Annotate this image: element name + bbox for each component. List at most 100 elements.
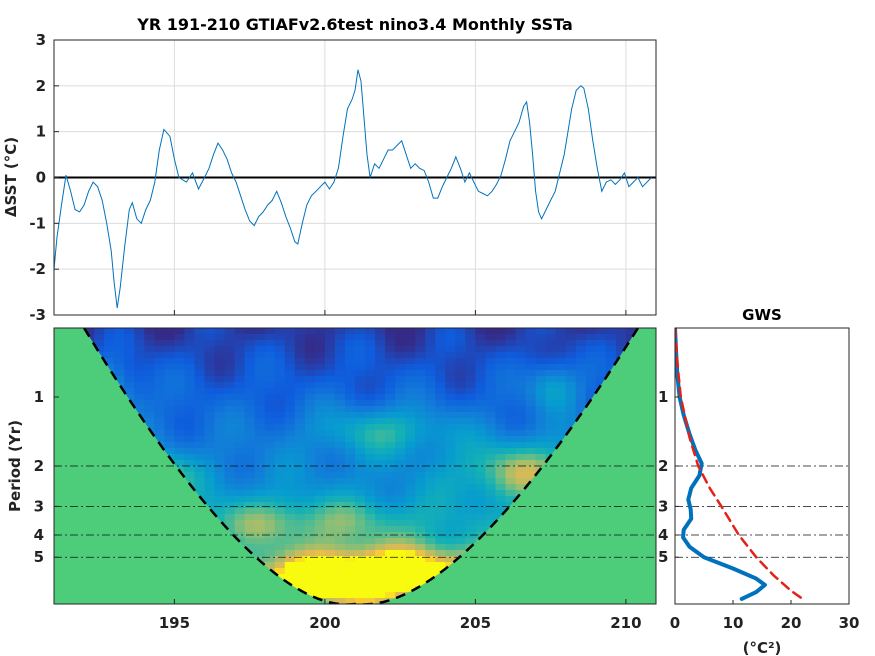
wavelet-cell [154, 400, 165, 407]
wavelet-cell [104, 328, 115, 335]
wavelet-cell [515, 436, 527, 443]
wavelet-cell [375, 568, 386, 575]
wavelet-cell [344, 472, 356, 479]
wavelet-cell [395, 412, 406, 419]
wavelet-cell [214, 418, 226, 425]
wavelet-cell [344, 580, 356, 587]
wavelet-cell [465, 430, 476, 437]
wavelet-cell [365, 430, 376, 437]
wavelet-cell [395, 370, 406, 377]
wavelet-cell [304, 346, 316, 353]
wavelet-cell [395, 358, 406, 365]
wavelet-cell [124, 340, 135, 347]
wavelet-cell [334, 484, 346, 491]
wavelet-cell [344, 574, 356, 581]
wavelet-cell [445, 358, 456, 365]
wavelet-cell [555, 400, 567, 407]
wavelet-cell [495, 454, 507, 461]
wavelet-cell [535, 382, 547, 389]
wavelet-cell [355, 544, 366, 551]
wavelet-cell [314, 370, 326, 377]
wavelet-cell [134, 388, 145, 395]
wavelet-cell [495, 400, 507, 407]
wavelet-cell [415, 346, 426, 353]
wavelet-cell [134, 406, 145, 413]
wavelet-cell [465, 382, 476, 389]
wavelet-cell [435, 346, 446, 353]
wavelet-cell [144, 394, 155, 401]
wavelet-cell [334, 478, 346, 485]
wavelet-cell [455, 418, 466, 425]
wavelet-y-tick-label: 3 [34, 497, 44, 515]
wavelet-cell [475, 532, 487, 539]
wavelet-cell [485, 514, 497, 521]
wavelet-cell [395, 436, 406, 443]
wavelet-cell [485, 328, 497, 335]
wavelet-cell [445, 472, 456, 479]
wavelet-cell [425, 436, 436, 443]
wavelet-cell [314, 406, 326, 413]
wavelet-cell [405, 544, 416, 551]
wavelet-cell [475, 496, 487, 503]
wavelet-cell [234, 328, 246, 335]
wavelet-cell [274, 490, 286, 497]
wavelet-cell [505, 382, 517, 389]
wavelet-cell [334, 370, 346, 377]
wavelet-cell [334, 508, 346, 515]
wavelet-cell [595, 364, 607, 371]
wavelet-cell [385, 364, 396, 371]
wavelet-cell [174, 334, 186, 341]
wavelet-cell [284, 514, 296, 521]
wavelet-cell [375, 574, 386, 581]
wavelet-cell [334, 352, 346, 359]
wavelet-cell [445, 376, 456, 383]
wavelet-cell [294, 562, 306, 569]
wavelet-cell [445, 334, 456, 341]
wavelet-cell [214, 364, 226, 371]
wavelet-cell [385, 352, 396, 359]
wavelet-cell [224, 442, 236, 449]
wavelet-cell [375, 430, 386, 437]
wavelet-cell [455, 406, 466, 413]
wavelet-cell [475, 340, 487, 347]
wavelet-cell [415, 574, 426, 581]
wavelet-cell [395, 574, 406, 581]
wavelet-cell [355, 370, 366, 377]
wavelet-cell [355, 328, 366, 335]
wavelet-cell [565, 406, 577, 413]
wavelet-cell [274, 418, 286, 425]
wavelet-cell [274, 556, 286, 563]
wavelet-cell [324, 502, 336, 509]
wavelet-cell [134, 340, 145, 347]
wavelet-cell [485, 370, 497, 377]
wavelet-cell [575, 388, 587, 395]
wavelet-cell [224, 334, 236, 341]
wavelet-cell [365, 454, 376, 461]
wavelet-cell [435, 352, 446, 359]
wavelet-cell [525, 424, 537, 431]
wavelet-cell [365, 514, 376, 521]
wavelet-cell [435, 538, 446, 545]
wavelet-cell [154, 382, 165, 389]
wavelet-cell [284, 556, 296, 563]
wavelet-cell [515, 394, 527, 401]
wavelet-cell [535, 340, 547, 347]
wavelet-cell [445, 508, 456, 515]
wavelet-cell [304, 370, 316, 377]
wavelet-cell [525, 412, 537, 419]
wavelet-cell [214, 478, 226, 485]
wavelet-cell [234, 358, 246, 365]
wavelet-cell [264, 442, 276, 449]
wavelet-cell [505, 400, 517, 407]
wavelet-cell [545, 358, 557, 365]
wavelet-cell [284, 472, 296, 479]
wavelet-cell [385, 388, 396, 395]
wavelet-cell [535, 388, 547, 395]
wavelet-cell [565, 334, 577, 341]
wavelet-cell [284, 424, 296, 431]
wavelet-cell [254, 508, 266, 515]
wavelet-cell [204, 352, 216, 359]
wavelet-cell [525, 358, 537, 365]
wavelet-cell [294, 352, 306, 359]
wavelet-cell [505, 364, 517, 371]
